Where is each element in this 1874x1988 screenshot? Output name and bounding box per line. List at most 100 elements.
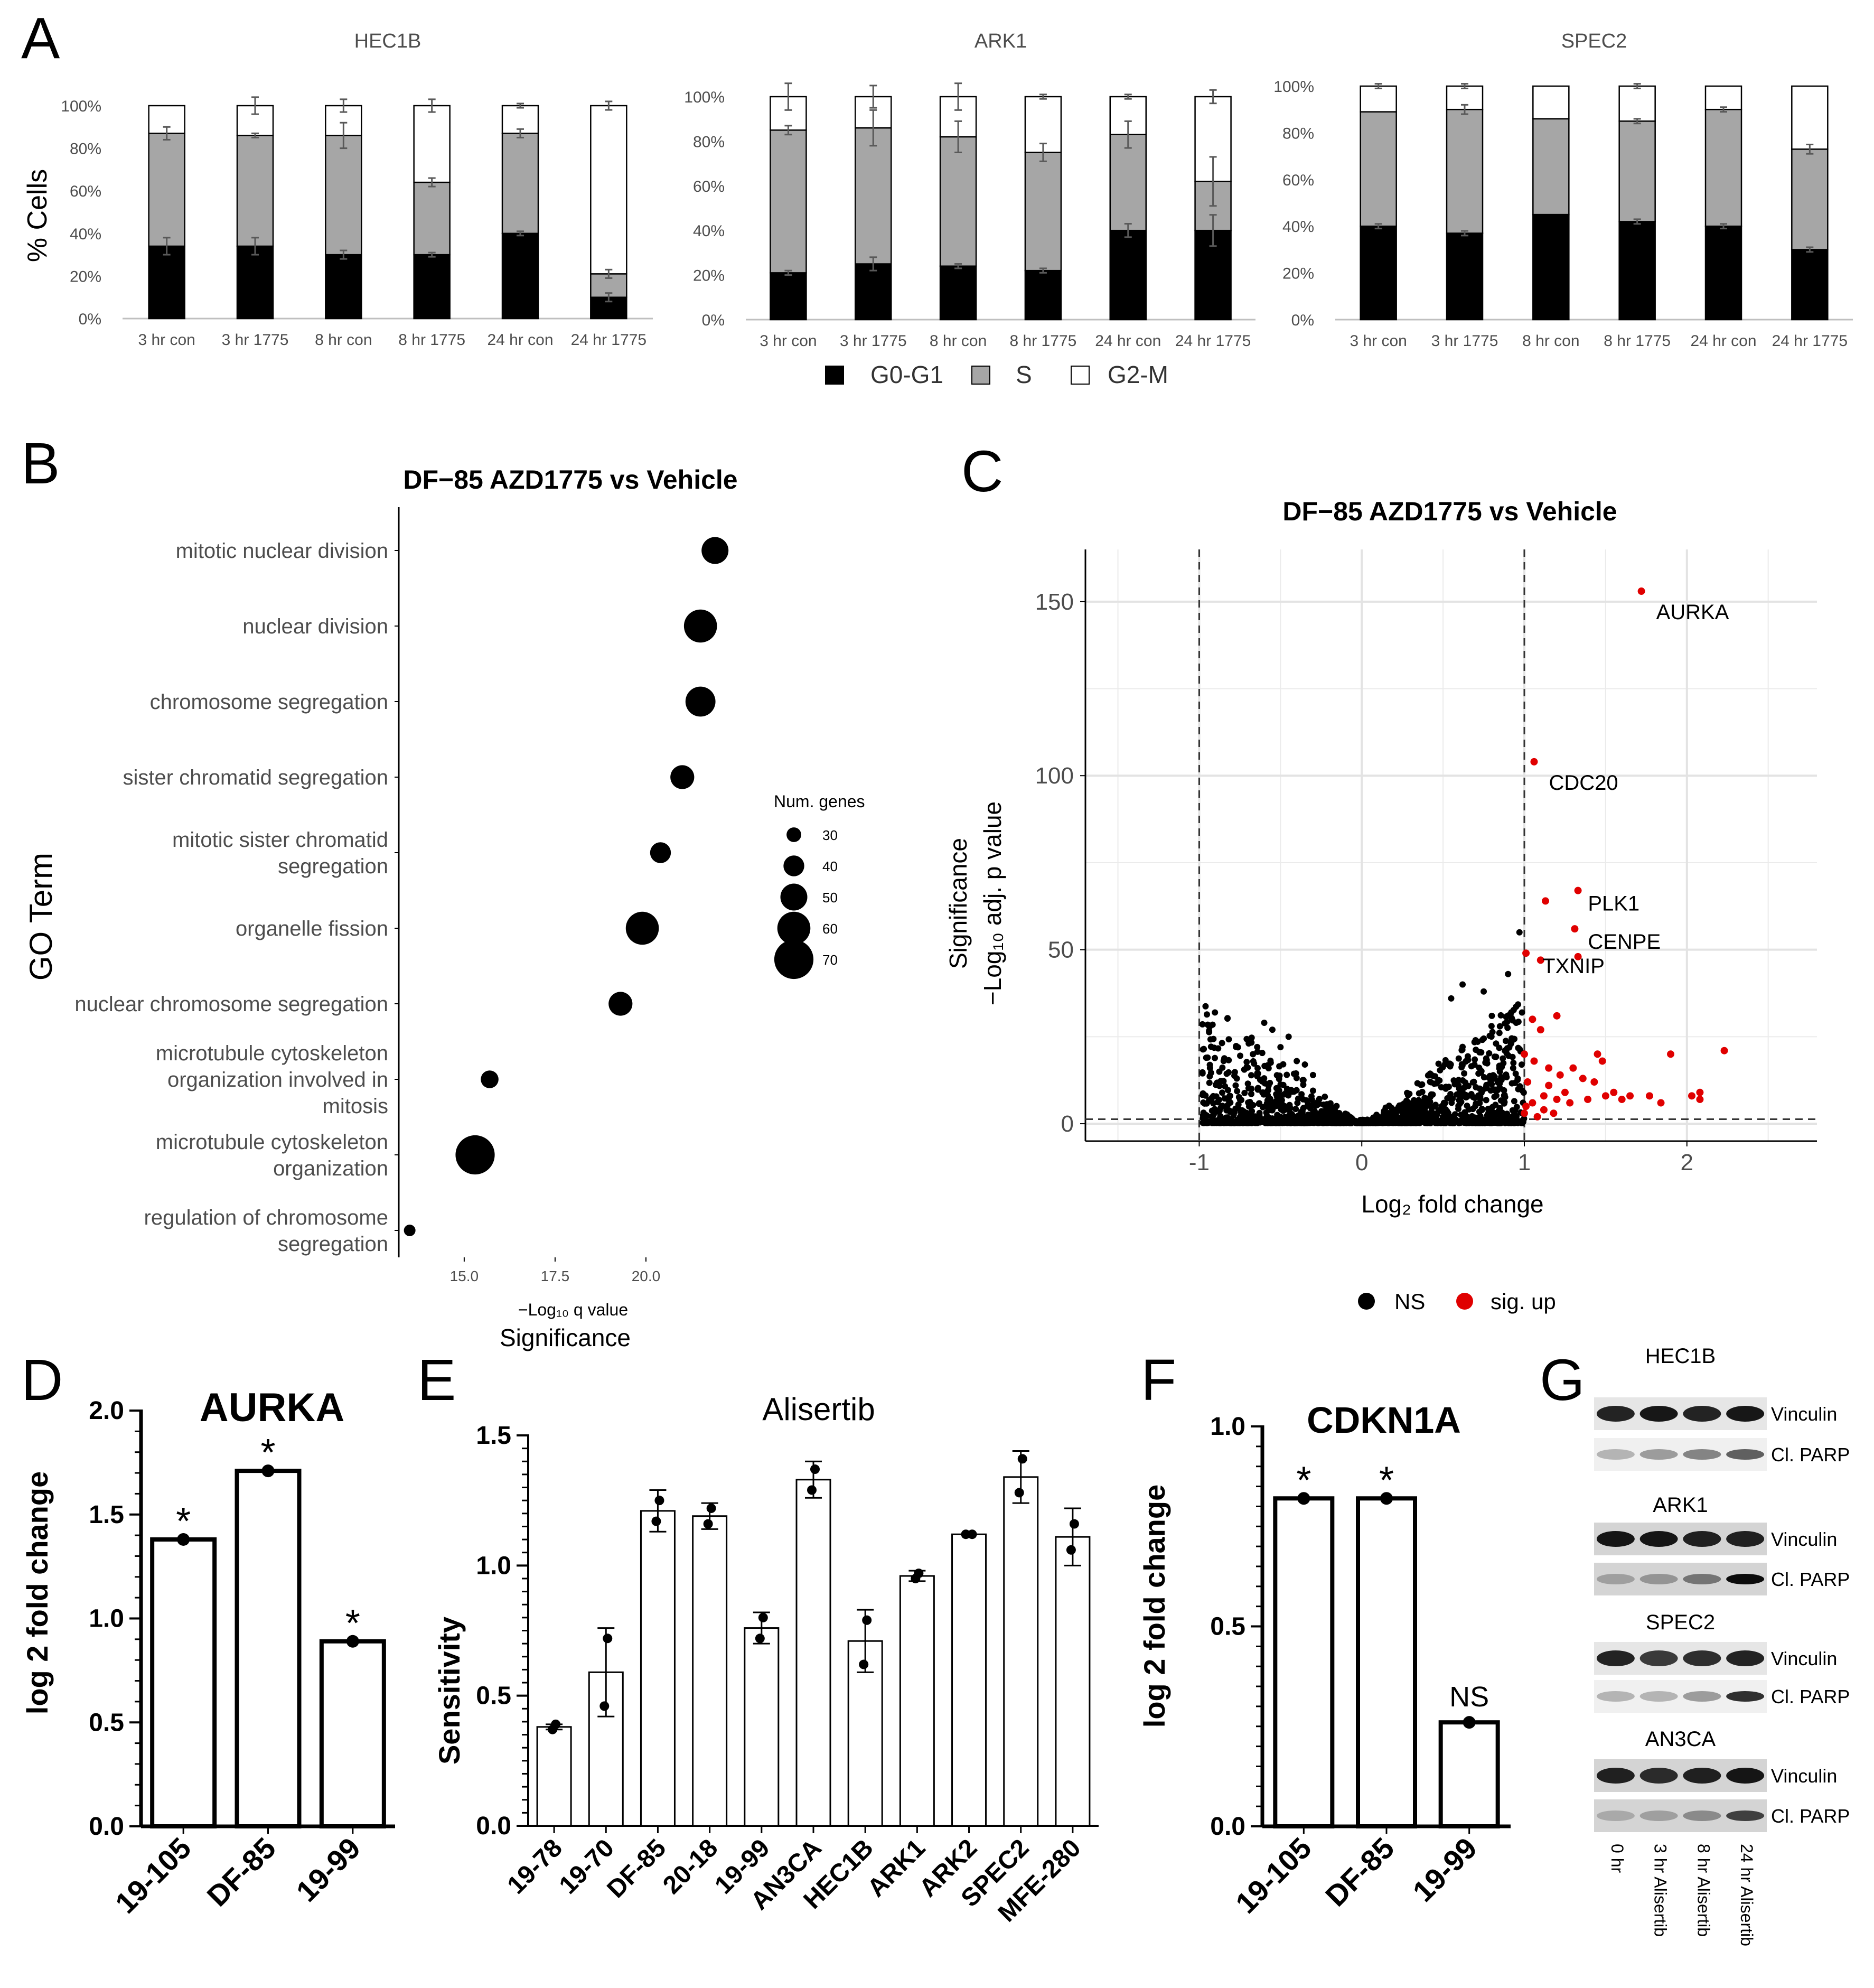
ns-point <box>1212 1054 1219 1061</box>
ns-point <box>1273 1091 1280 1098</box>
ns-point <box>1273 1097 1280 1104</box>
bar-segment-g0-g1 <box>1791 249 1829 321</box>
x-tick-label: 3 hr con <box>138 331 195 349</box>
ns-point <box>1518 1061 1525 1068</box>
ns-point <box>1219 1040 1225 1047</box>
ns-point <box>1491 1087 1498 1094</box>
legend-label-sig-up: sig. up <box>1491 1289 1556 1314</box>
ns-point <box>1513 1020 1520 1026</box>
panel-a-cell-cycle-charts: HEC1B 0% 20% 40% 60% 80% 100% 3 hr con 3 hr 1775… <box>61 30 1853 350</box>
replicate-point <box>758 1612 768 1622</box>
ns-point <box>1247 1098 1253 1105</box>
ns-point <box>1481 1074 1487 1080</box>
blot-row-label: Cl. PARP <box>1771 1686 1850 1707</box>
ns-point <box>1481 1035 1487 1042</box>
ns-point <box>1435 1077 1442 1084</box>
size-legend-dot <box>783 855 804 876</box>
replicate-point <box>177 1533 190 1546</box>
ns-point <box>1491 1093 1498 1100</box>
ns-point <box>1204 1021 1211 1028</box>
bar <box>150 1537 217 1828</box>
ns-point <box>1233 1042 1240 1049</box>
x-tick-label: 2 <box>1681 1150 1693 1175</box>
x-tick-label: 8 hr con <box>1522 332 1579 350</box>
y-tick-label: 20% <box>70 268 101 285</box>
ns-point <box>1207 1043 1214 1050</box>
bar-segment-s <box>1532 118 1570 216</box>
ns-point <box>1488 1117 1495 1124</box>
sig-up-point <box>1594 1050 1601 1058</box>
sig-up-point <box>1657 1099 1665 1107</box>
ns-point <box>1478 1049 1485 1056</box>
blot-lane-label: 3 hr Alisertib <box>1651 1844 1670 1937</box>
sig-up-point <box>1696 1088 1704 1096</box>
panel-c-x-axis-label: Log₂ fold change <box>1361 1190 1543 1218</box>
ns-point <box>1294 1099 1301 1106</box>
gene-label: CENPE <box>1588 930 1661 954</box>
ns-point <box>1390 1107 1397 1114</box>
y-tick-label: 2.0 <box>89 1397 124 1425</box>
bar <box>1055 1536 1091 1827</box>
ns-point <box>1472 1037 1479 1043</box>
blot-band <box>1639 1768 1678 1784</box>
blot-row-label: Vinculin <box>1771 1403 1837 1425</box>
replicate-point <box>551 1719 561 1729</box>
legend-label-ns: NS <box>1394 1289 1425 1314</box>
ns-point <box>1481 988 1487 995</box>
ns-point <box>1496 1044 1503 1051</box>
ns-point <box>1203 1054 1210 1061</box>
ns-point <box>1300 1081 1307 1088</box>
ns-point <box>1213 1119 1220 1126</box>
replicate-point <box>1066 1545 1076 1555</box>
ns-point <box>1382 1104 1389 1111</box>
blot-row-label: Cl. PARP <box>1771 1444 1850 1466</box>
ns-point <box>1310 1119 1317 1126</box>
blot-row-label: Vinculin <box>1771 1765 1837 1787</box>
significance-annotation: * <box>176 1500 191 1543</box>
ns-point <box>1238 1114 1245 1121</box>
y-tick-label: 1.0 <box>476 1552 511 1580</box>
y-tick-label: 1.0 <box>1210 1413 1245 1441</box>
go-term-point <box>701 537 729 564</box>
x-tick-label: 8 hr 1775 <box>1604 332 1671 350</box>
bar-segment-g0-g1 <box>1618 221 1656 321</box>
sig-up-point <box>1561 1088 1569 1096</box>
ns-point <box>1502 1038 1509 1044</box>
ns-point <box>1243 1035 1250 1042</box>
sig-up-point <box>1598 1057 1606 1065</box>
go-term-label: organization <box>273 1157 388 1180</box>
ns-point <box>1484 1112 1491 1119</box>
panel-label-e: E <box>417 1348 456 1413</box>
ns-point <box>1411 1103 1418 1110</box>
blot-band <box>1596 1574 1635 1584</box>
sig-up-point <box>1569 1064 1577 1072</box>
significance-annotation: * <box>1296 1459 1311 1501</box>
bar <box>640 1510 676 1827</box>
ns-point <box>1404 1089 1411 1096</box>
ns-point <box>1507 1040 1514 1047</box>
replicate-point <box>703 1519 713 1529</box>
gene-label: AURKA <box>1656 601 1729 624</box>
ns-point <box>1429 1091 1436 1098</box>
ns-point <box>1328 1119 1335 1126</box>
ns-point <box>1261 1080 1268 1087</box>
replicate-point <box>1014 1488 1024 1498</box>
bar-segment-g0-g1 <box>939 265 977 321</box>
ns-point <box>1500 1055 1506 1062</box>
significance-annotation: NS <box>1449 1681 1489 1713</box>
y-tick-label: 1.5 <box>89 1501 124 1529</box>
legend-swatch-g0g1 <box>825 366 844 385</box>
panel-a-legend: G0-G1 S G2-M <box>825 361 1168 388</box>
ns-point <box>1402 1119 1409 1126</box>
blot-band <box>1683 1531 1721 1547</box>
ns-point <box>1378 1115 1385 1122</box>
ns-point <box>1505 970 1512 977</box>
ns-point <box>1252 1119 1259 1126</box>
bar <box>1273 1496 1335 1828</box>
ns-point <box>1199 1021 1206 1028</box>
panel-b-size-legend-title: Num. genes <box>774 792 865 811</box>
ns-point <box>1476 1065 1483 1071</box>
x-tick-label: 1 <box>1518 1150 1531 1175</box>
ns-point <box>1204 1113 1211 1119</box>
ns-point <box>1459 1047 1466 1053</box>
